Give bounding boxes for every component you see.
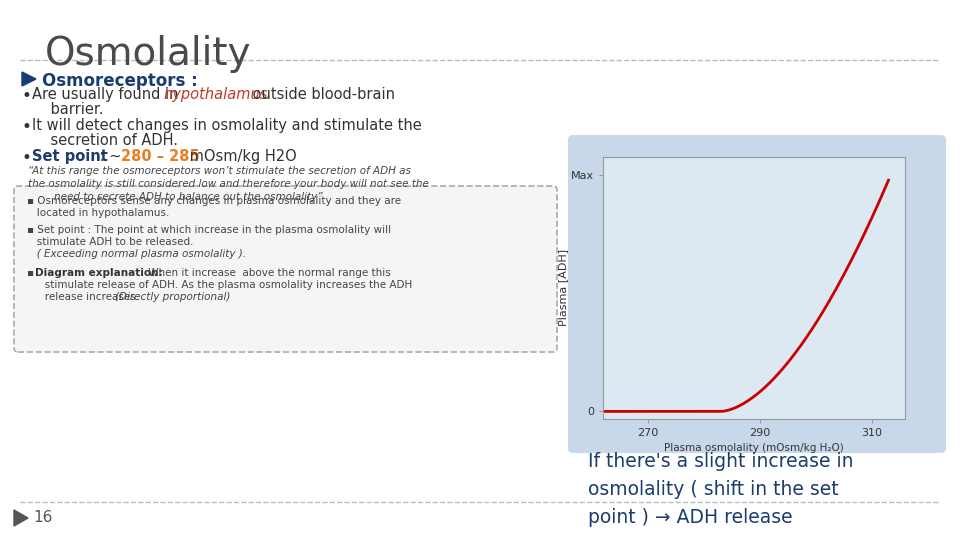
Text: When it increase  above the normal range this: When it increase above the normal range …	[145, 268, 391, 278]
Polygon shape	[14, 510, 28, 526]
Text: ▪ Set point : The point at which increase in the plasma osmolality will: ▪ Set point : The point at which increas…	[27, 225, 391, 235]
Text: It will detect changes in osmolality and stimulate the: It will detect changes in osmolality and…	[32, 118, 421, 133]
Text: Are usually found in: Are usually found in	[32, 87, 183, 102]
Text: mOsm/kg H2O: mOsm/kg H2O	[185, 149, 297, 164]
Text: ( Exceeding normal plasma osmolality ).: ( Exceeding normal plasma osmolality ).	[27, 249, 246, 259]
Text: Set point: Set point	[32, 149, 108, 164]
Text: release increases.: release increases.	[35, 292, 146, 302]
Text: Diagram explanation:: Diagram explanation:	[35, 268, 162, 278]
Text: ▪ Osmoreceptors sense any changes in plasma osmolality and they are: ▪ Osmoreceptors sense any changes in pla…	[27, 196, 401, 206]
Text: •: •	[22, 87, 32, 105]
Text: stimulate ADH to be released.: stimulate ADH to be released.	[27, 237, 194, 247]
Text: If there's a slight increase in
osmolality ( shift in the set
point ) → ADH rele: If there's a slight increase in osmolali…	[588, 452, 853, 527]
Text: stimulate release of ADH. As the plasma osmolality increases the ADH: stimulate release of ADH. As the plasma …	[35, 280, 412, 290]
Text: Osmoreceptors :: Osmoreceptors :	[42, 72, 198, 90]
Text: outside blood-brain: outside blood-brain	[248, 87, 395, 102]
Text: •: •	[22, 149, 32, 167]
X-axis label: Plasma osmolality (mOsm/kg H₂O): Plasma osmolality (mOsm/kg H₂O)	[664, 443, 844, 453]
Text: 16: 16	[33, 510, 53, 525]
Text: 280 – 285: 280 – 285	[121, 149, 200, 164]
Polygon shape	[22, 72, 36, 86]
Text: “At this range the osmoreceptors won’t stimulate the secretion of ADH as
the osm: “At this range the osmoreceptors won’t s…	[28, 166, 429, 202]
FancyBboxPatch shape	[14, 186, 557, 352]
Text: •: •	[22, 118, 32, 136]
Text: barrier.: barrier.	[32, 102, 104, 117]
Text: : ~: : ~	[95, 149, 126, 164]
Y-axis label: Plasma [ADH]: Plasma [ADH]	[558, 249, 568, 326]
Text: Osmolality: Osmolality	[45, 35, 252, 73]
Text: ▪: ▪	[27, 268, 37, 278]
Text: (Directly proportional): (Directly proportional)	[115, 292, 230, 302]
Text: hypothalamus: hypothalamus	[163, 87, 268, 102]
FancyBboxPatch shape	[568, 135, 946, 453]
Text: secretion of ADH.: secretion of ADH.	[32, 133, 178, 148]
Text: located in hypothalamus.: located in hypothalamus.	[27, 208, 169, 218]
